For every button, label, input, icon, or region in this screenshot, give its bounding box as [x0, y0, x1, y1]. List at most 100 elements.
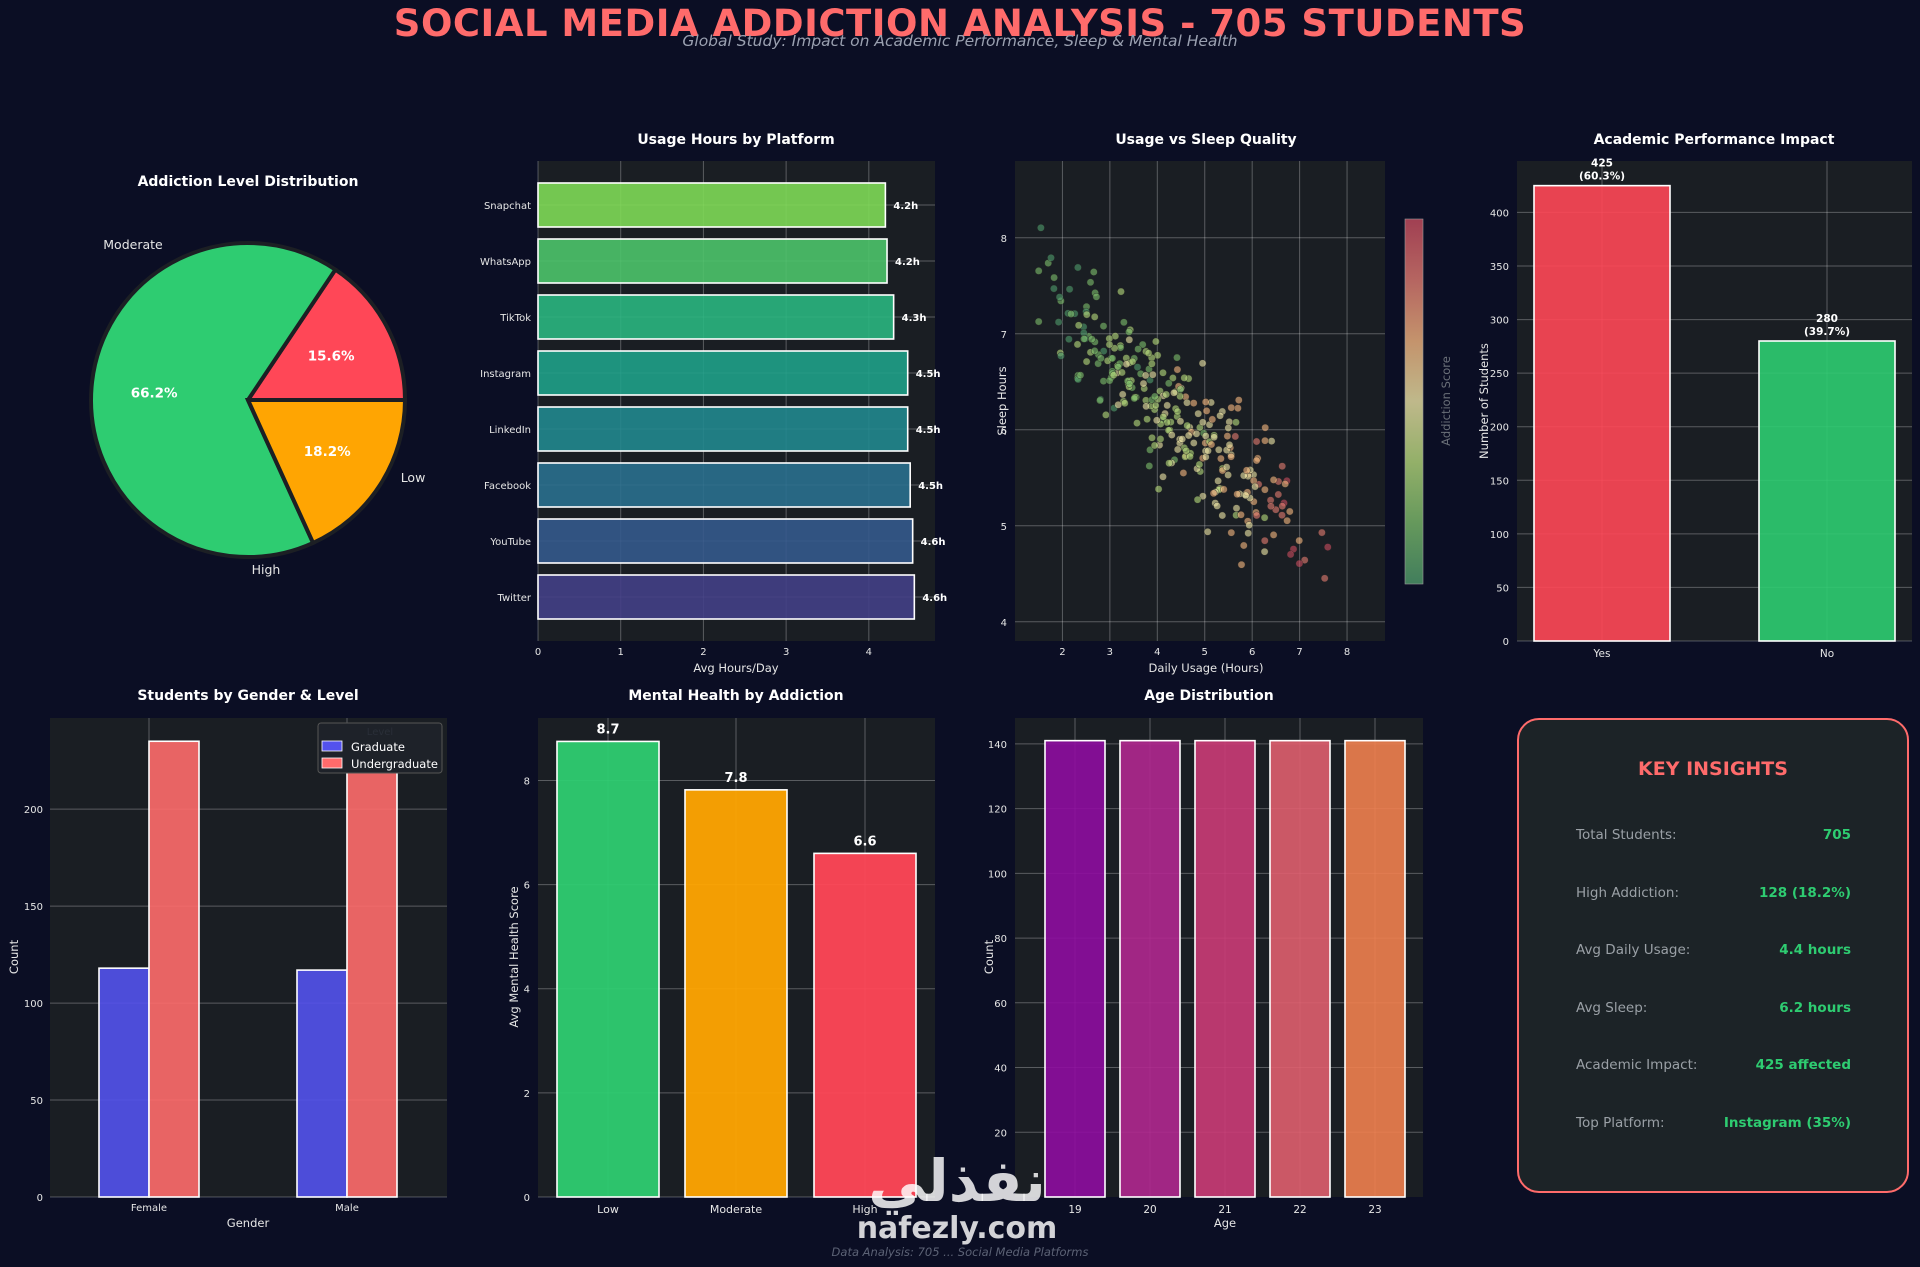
scatter-point — [1074, 263, 1082, 272]
insight-label: Avg Sleep: — [1576, 1000, 1648, 1016]
scatter-point — [1218, 511, 1227, 520]
chart-title: Academic Performance Impact — [1594, 132, 1835, 148]
y-tick-label: 150 — [24, 902, 43, 913]
scatter-point — [1148, 433, 1156, 442]
scatter-point — [1183, 398, 1191, 407]
bar-value-label: 4.5h — [916, 425, 941, 436]
scatter-point — [1252, 437, 1261, 446]
scatter-point — [1096, 396, 1104, 405]
x-tick-label: 3 — [1107, 647, 1113, 658]
legend-label: Graduate — [351, 740, 405, 754]
scatter-point — [1165, 459, 1173, 468]
footer-caption: Data Analysis: 705 ... Social Media Plat… — [831, 1245, 1089, 1259]
y-tick-label: 40 — [994, 1064, 1007, 1075]
scatter-point — [1151, 392, 1159, 401]
bar-tiktok — [537, 294, 895, 340]
scatter-point — [1225, 441, 1234, 449]
scatter-point — [1300, 556, 1309, 564]
scatter-point — [1118, 390, 1127, 399]
dashboard-subtitle: Global Study: Impact on Academic Perform… — [682, 32, 1238, 50]
scatter-point — [1278, 511, 1286, 520]
scatter-point — [1207, 440, 1216, 449]
scatter-point — [1202, 407, 1211, 415]
scatter-point — [1179, 469, 1188, 477]
scatter-point — [1178, 435, 1186, 443]
scatter-point — [1086, 278, 1095, 287]
scatter-point — [1133, 419, 1141, 427]
bar-youtube — [537, 518, 914, 564]
insight-value: 6.2 hours — [1779, 1000, 1851, 1016]
y-tick-label: 100 — [24, 999, 43, 1010]
scatter-point — [1090, 347, 1099, 355]
insight-label: Academic Impact: — [1576, 1057, 1698, 1073]
y-tick-label: 2 — [524, 1089, 530, 1100]
y-tick-label: 200 — [1490, 423, 1509, 434]
scatter-point — [1146, 446, 1154, 454]
insight-value: Instagram (35%) — [1723, 1115, 1851, 1131]
chart-title: Mental Health by Addiction — [628, 688, 843, 704]
bar-female-undergraduate — [148, 740, 200, 1198]
scatter-point — [1208, 415, 1217, 424]
scatter-point — [1192, 429, 1201, 438]
bar-value-label: (39.7%) — [1804, 326, 1850, 338]
scatter-point — [1295, 559, 1304, 568]
scatter-point — [1125, 335, 1134, 344]
y-tick-label: 60 — [994, 999, 1007, 1010]
y-tick-label: 4 — [524, 985, 530, 996]
y-axis-label: Count — [982, 939, 996, 974]
chart-title: Usage Hours by Platform — [637, 132, 834, 148]
insight-label: Top Platform: — [1576, 1115, 1665, 1131]
bar-age-19 — [1044, 739, 1106, 1198]
scatter-point — [1261, 536, 1269, 545]
y-tick-label: 0 — [37, 1193, 43, 1204]
y-tick-label: Facebook — [484, 481, 531, 492]
scatter-point — [1222, 463, 1231, 471]
scatter-point — [1223, 432, 1232, 440]
scatter-point — [1320, 574, 1329, 583]
bar-value-label: 4.5h — [918, 481, 943, 492]
pie-slice — [244, 266, 408, 402]
scatter-point — [1261, 485, 1269, 494]
insight-row-avg-sleep: Avg Sleep: 6.2 hours — [1576, 1000, 1851, 1020]
scatter-point — [1090, 268, 1098, 276]
scatter-point — [1295, 536, 1303, 545]
y-tick-label: 300 — [1490, 316, 1509, 327]
bar-no — [1758, 340, 1896, 642]
scatter-point — [1324, 543, 1332, 551]
scatter-point — [1154, 485, 1163, 493]
pie-category-label: Moderate — [103, 237, 163, 252]
scatter-point — [1034, 267, 1043, 275]
scatter-point — [1240, 541, 1248, 550]
y-tick-label: 6 — [1001, 426, 1007, 437]
x-tick-label: 0 — [535, 647, 541, 658]
scatter-point — [1054, 318, 1063, 326]
y-axis-label: Number of Students — [1477, 343, 1491, 459]
scatter-point — [1204, 446, 1212, 455]
scatter-point — [1105, 376, 1114, 385]
scatter-point — [1227, 403, 1236, 412]
scatter-point — [1173, 353, 1181, 362]
x-axis-label: Gender — [227, 1216, 270, 1230]
legend-box — [317, 722, 443, 774]
scatter-point — [1237, 510, 1245, 519]
scatter-point — [1134, 345, 1142, 353]
scatter-point — [1034, 317, 1043, 326]
insight-row-avg-usage: Avg Daily Usage: 4.4 hours — [1576, 942, 1851, 962]
bar-moderate — [684, 789, 788, 1198]
scatter-point — [1141, 371, 1150, 380]
scatter-point — [1241, 491, 1250, 500]
plot-area — [1015, 161, 1385, 641]
y-axis-label: Avg Mental Health Score — [507, 886, 521, 1027]
scatter-point — [1210, 433, 1218, 442]
scatter-point — [1114, 362, 1122, 371]
legend-label: Undergraduate — [351, 757, 438, 771]
scatter-point — [1260, 513, 1269, 522]
scatter-point — [1261, 436, 1269, 445]
bar-snapchat — [537, 182, 887, 228]
x-tick-label: Moderate — [710, 1203, 763, 1216]
bar-value-label: 4.5h — [916, 369, 941, 380]
bar-instagram — [537, 350, 909, 396]
insight-row-top-platform: Top Platform: Instagram (35%) — [1576, 1115, 1851, 1135]
scatter-point — [1153, 416, 1161, 425]
